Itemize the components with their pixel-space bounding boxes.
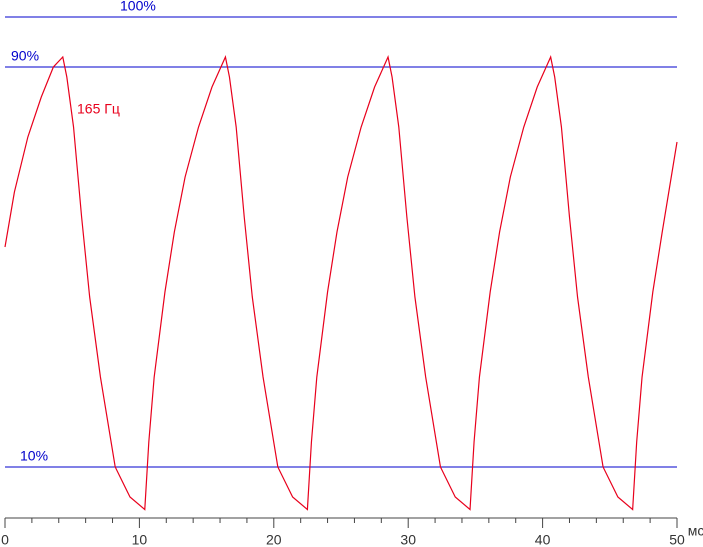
y-tick-label: 90% [11, 48, 39, 64]
y-tick-label: 100% [120, 0, 156, 14]
x-tick-label: 40 [535, 532, 551, 547]
x-tick-label: 10 [132, 532, 148, 547]
series-label: 165 Гц [77, 101, 120, 117]
data-line [4, 55, 678, 511]
x-tick-label: 30 [400, 532, 416, 547]
x-tick-label: 20 [266, 532, 282, 547]
y-tick-label: 10% [20, 448, 48, 464]
x-axis-label: мс [688, 523, 703, 539]
x-tick-label: 0 [1, 532, 9, 547]
x-tick-label: 50 [669, 532, 685, 547]
